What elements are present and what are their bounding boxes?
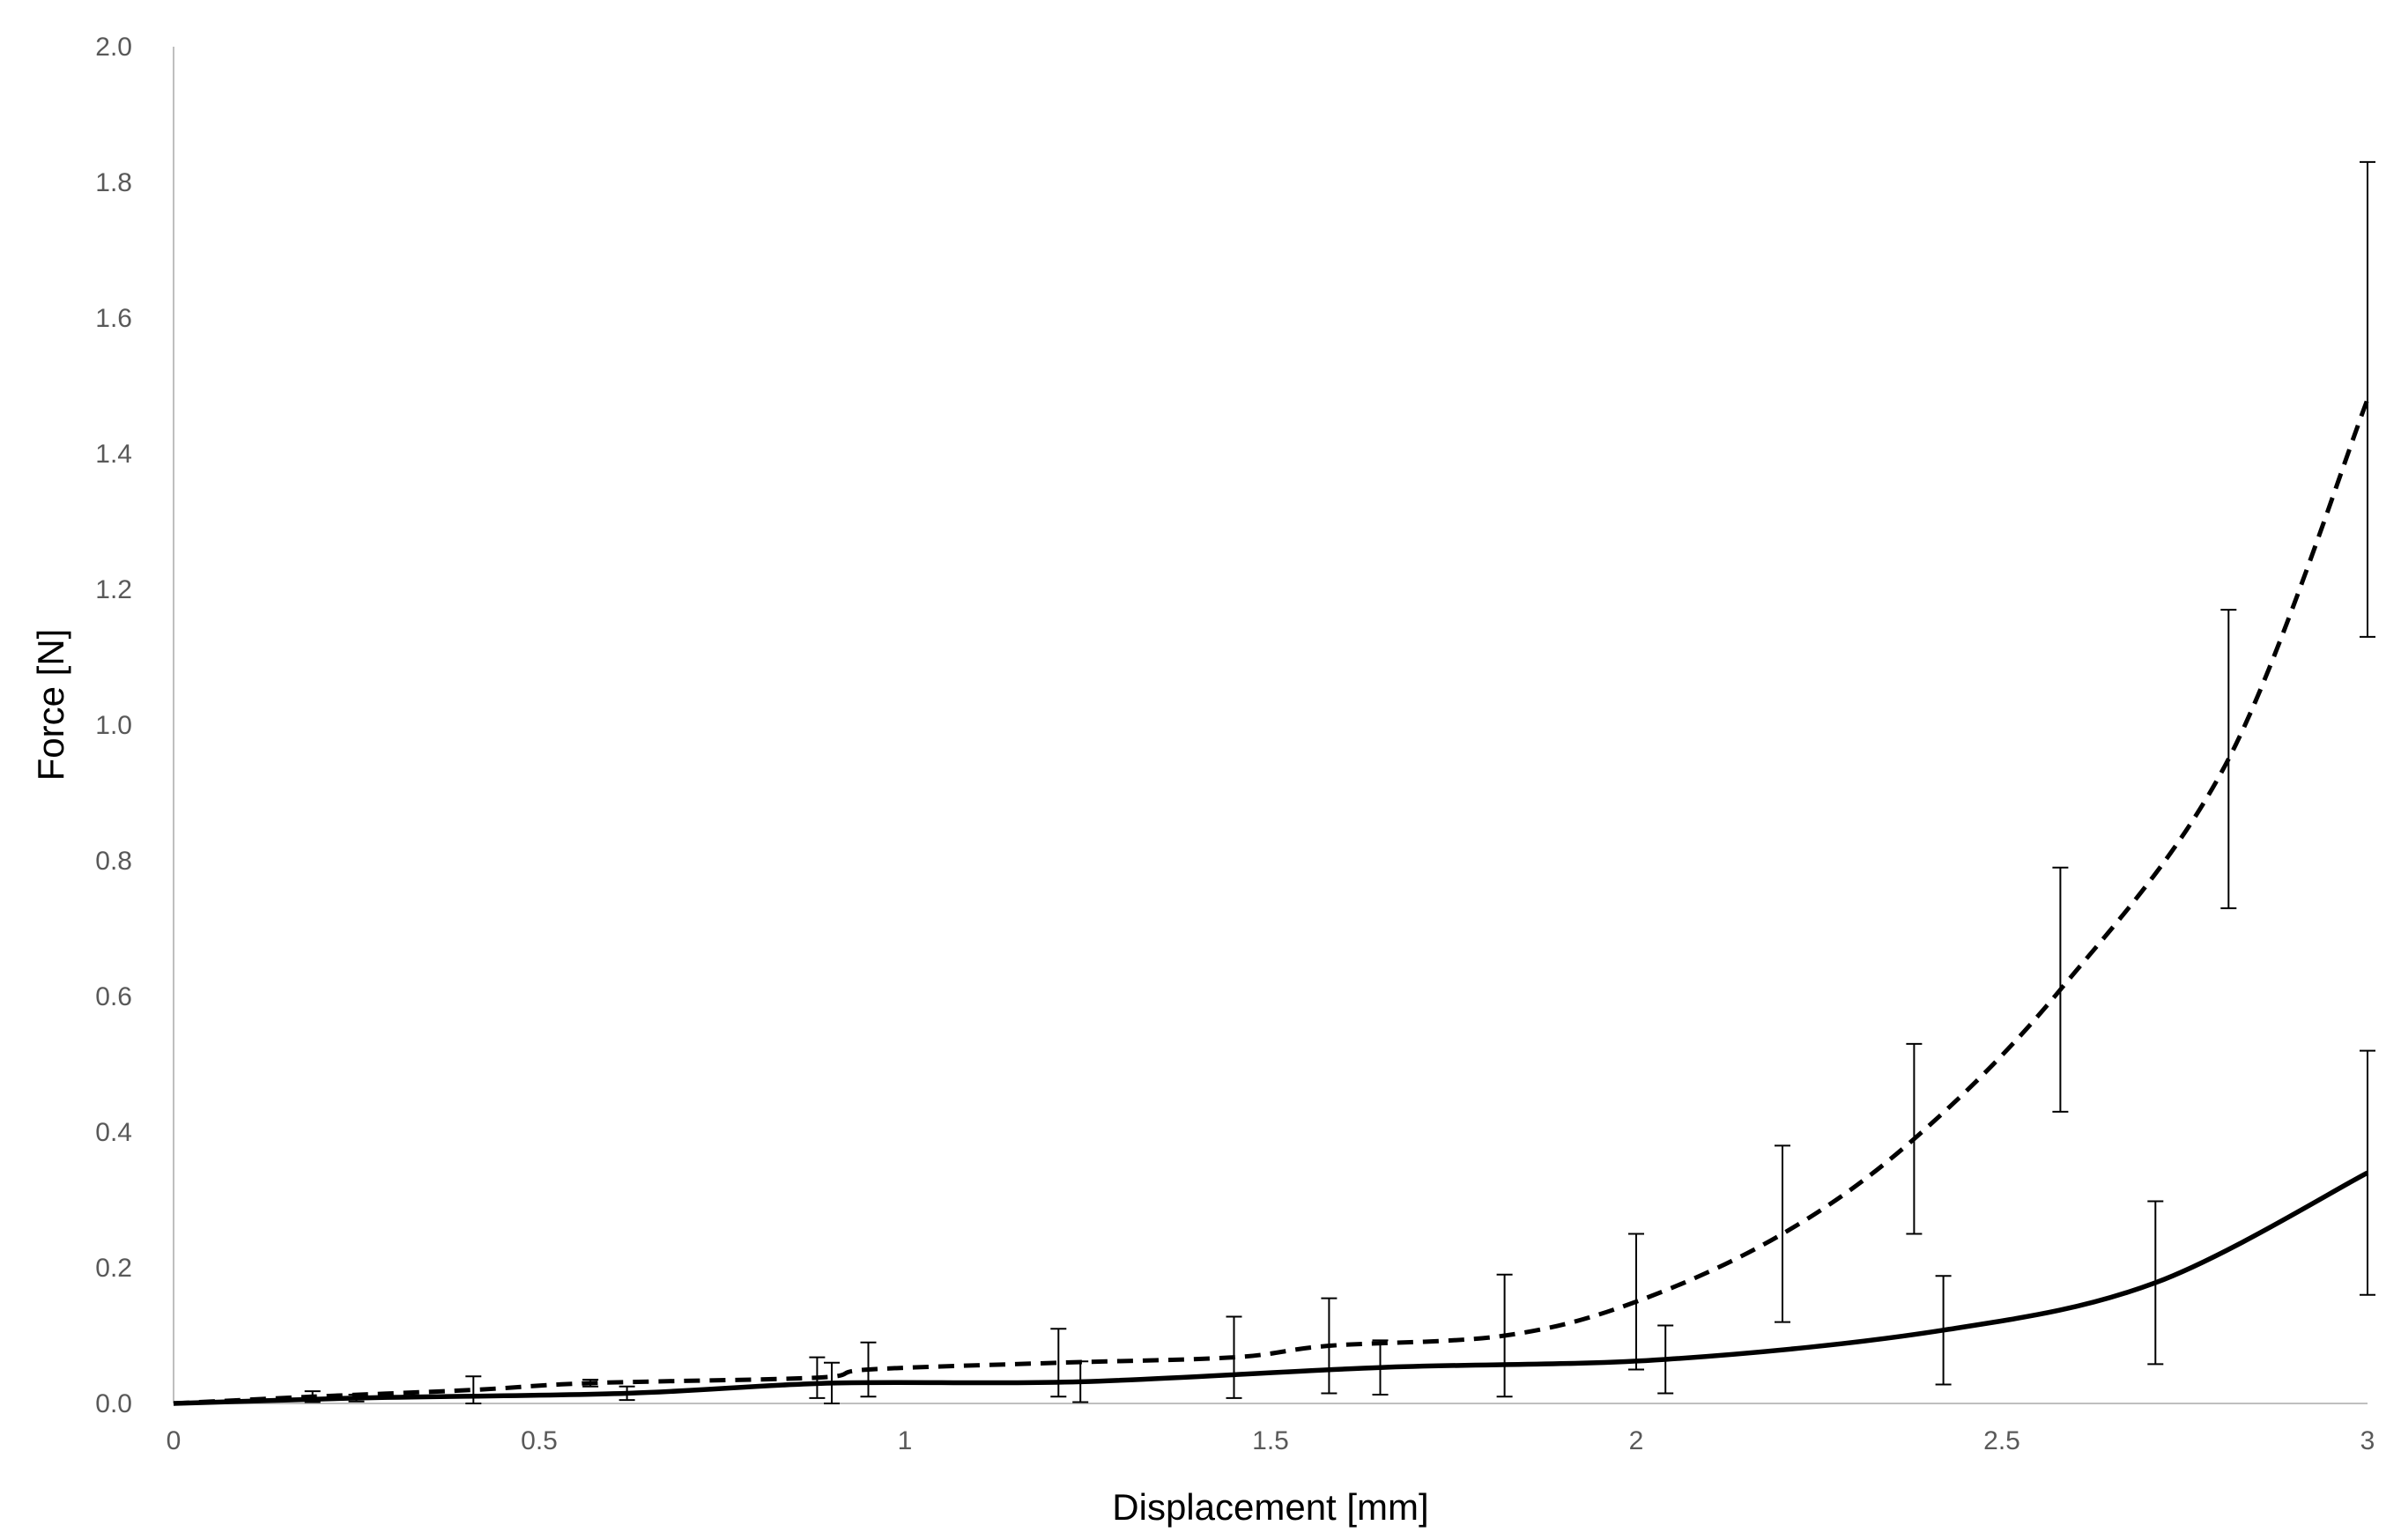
x-tick-label: 2 xyxy=(1629,1426,1644,1455)
y-tick-label: 0.4 xyxy=(95,1118,132,1147)
error-bar xyxy=(2360,160,2375,638)
y-tick-label: 2.0 xyxy=(95,33,132,62)
series-lines xyxy=(173,398,2370,1406)
y-tick-label: 0.8 xyxy=(95,847,132,876)
y-tick-label: 1.4 xyxy=(95,440,132,469)
error-bar xyxy=(465,1375,482,1404)
x-tick-label: 0 xyxy=(167,1426,182,1455)
x-tick-label: 0.5 xyxy=(521,1426,558,1455)
x-tick-label: 3 xyxy=(2360,1426,2375,1455)
x-tick-label: 2.5 xyxy=(1983,1426,2020,1455)
y-tick-label: 0.6 xyxy=(95,982,132,1011)
y-tick-label: 0.2 xyxy=(95,1254,132,1283)
error-bar xyxy=(1050,1328,1067,1398)
y-tick-label: 0.0 xyxy=(95,1389,132,1418)
y-tick-label: 1.8 xyxy=(95,168,132,197)
x-tick-label: 1.5 xyxy=(1252,1426,1289,1455)
x-axis-title: Displacement [mm] xyxy=(1112,1486,1428,1528)
dashed-series-line xyxy=(173,398,2370,1406)
y-tick-label: 1.0 xyxy=(95,711,132,740)
error-bar xyxy=(1775,1144,1790,1323)
y-axis-title: Force [N] xyxy=(30,629,71,781)
y-tick-label: 1.6 xyxy=(95,304,132,333)
axes: 0 0.5 1 1.5 2 2.5 3 0.0 0.2 0.4 0.6 0.8 1.0 1.2 1.4 1.6… xyxy=(95,33,2375,1455)
x-tick-label: 1 xyxy=(898,1426,913,1455)
y-tick-label: 1.2 xyxy=(95,575,132,604)
error-bars xyxy=(304,160,2375,1404)
solid-series-line xyxy=(173,1170,2369,1406)
